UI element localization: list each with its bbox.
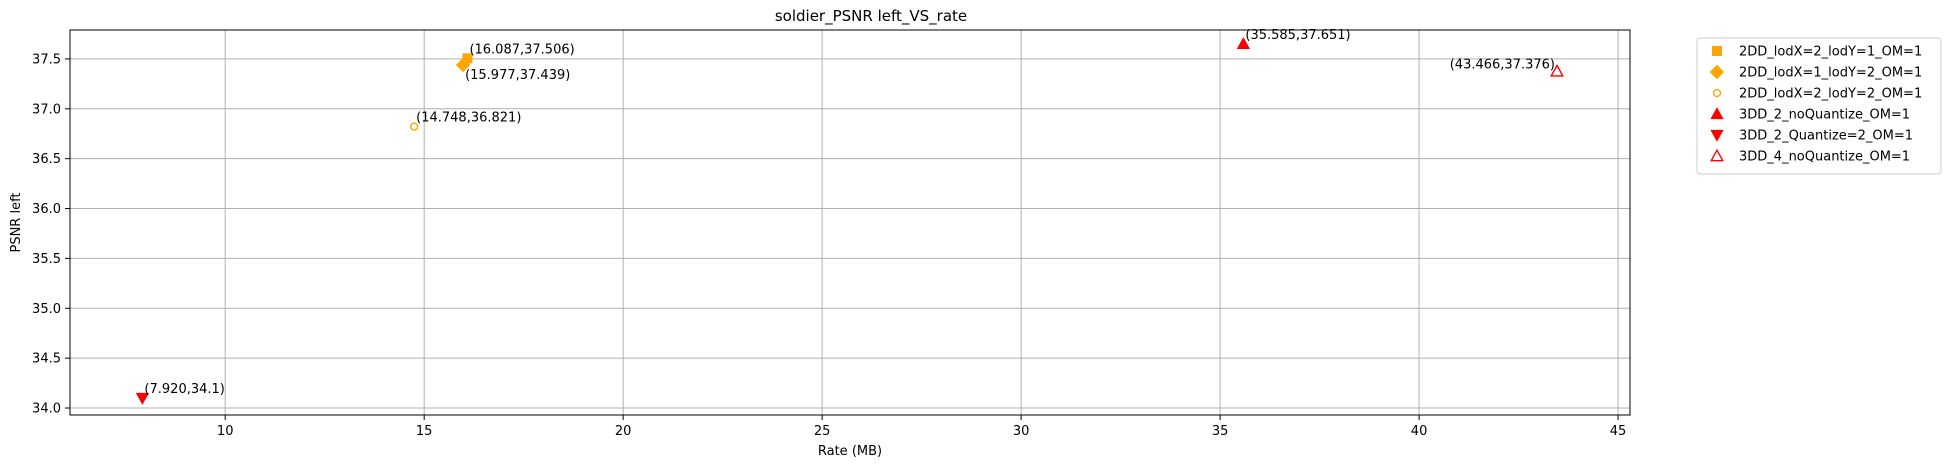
data-point xyxy=(455,57,471,73)
x-tick-label: 20 xyxy=(615,424,632,439)
grid xyxy=(70,30,1630,415)
legend-entry-label: 3DD_4_noQuantize_OM=1 xyxy=(1739,150,1910,165)
legend-marker xyxy=(1709,64,1725,80)
legend: 2DD_lodX=2_lodY=1_OM=1 2DD_lodX=1_lodY=2_… xyxy=(1696,37,1942,175)
x-tick-label: 45 xyxy=(1610,424,1627,439)
data-point xyxy=(135,392,150,405)
y-tick-label: 36.0 xyxy=(32,202,61,217)
y-axis-label: PSNR left xyxy=(9,192,24,252)
legend-entry-label: 2DD_lodX=1_lodY=2_OM=1 xyxy=(1739,66,1922,81)
data-point-label: (16.087,37.506) xyxy=(469,42,574,57)
y-tick-label: 37.0 xyxy=(32,102,61,117)
y-tick-label: 36.5 xyxy=(32,152,61,167)
y-tick-label: 34.0 xyxy=(32,402,61,417)
y-tick-label: 35.5 xyxy=(32,252,61,267)
legend-entry-label: 2DD_lodX=2_lodY=1_OM=1 xyxy=(1739,45,1922,60)
y-tick-label: 35.0 xyxy=(32,302,61,317)
x-tick-label: 30 xyxy=(1013,424,1030,439)
x-tick-label: 10 xyxy=(217,424,234,439)
data-point-label: (35.585,37.651) xyxy=(1245,28,1350,43)
chart-title: soldier_PSNR left_VS_rate xyxy=(775,7,967,26)
legend-entry-label: 2DD_lodX=2_lodY=2_OM=1 xyxy=(1739,87,1922,102)
y-tick-label: 37.5 xyxy=(32,52,61,67)
x-tick-label: 35 xyxy=(1212,424,1229,439)
data-point-label: (14.748,36.821) xyxy=(416,111,521,126)
axis-ticks: 10 15 20 25 30 35 40 45 34.0 34.5 35.0 35.5 36.0 36.5… xyxy=(32,52,1626,439)
legend-marker xyxy=(1710,129,1724,142)
legend-marker xyxy=(1710,107,1724,120)
data-point xyxy=(1550,64,1565,77)
data-point xyxy=(410,122,419,131)
data-point-label: (43.466,37.376) xyxy=(1450,57,1555,72)
legend-marker xyxy=(1712,46,1722,56)
data-point xyxy=(1236,37,1251,50)
plot-area-frame xyxy=(69,29,1631,416)
y-tick-label: 34.5 xyxy=(32,352,61,367)
legend-marker xyxy=(1710,148,1724,162)
x-axis-label: Rate (MB) xyxy=(818,444,882,459)
data-point-label: (15.977,37.439) xyxy=(465,68,570,83)
x-tick-label: 25 xyxy=(814,424,831,439)
legend-frame xyxy=(1696,37,1942,175)
data-point-label: (7.920,34.1) xyxy=(144,382,224,397)
data-points: (16.087,37.506) (15.977,37.439) (14.748,36… xyxy=(135,28,1565,405)
x-tick-label: 15 xyxy=(416,424,433,439)
legend-marker xyxy=(1712,88,1722,98)
x-tick-label: 40 xyxy=(1411,424,1428,439)
legend-entry-label: 3DD_2_Quantize=2_OM=1 xyxy=(1739,129,1913,144)
legend-entry-label: 3DD_2_noQuantize_OM=1 xyxy=(1739,108,1910,123)
